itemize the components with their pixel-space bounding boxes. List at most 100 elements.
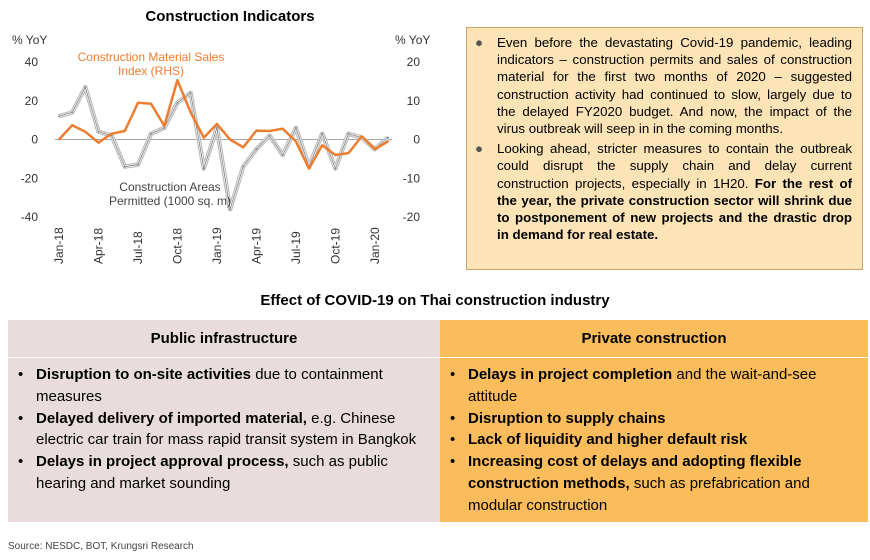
x-tick-label: Apr-19 — [249, 228, 263, 264]
right-tick-label: 20 — [407, 55, 421, 69]
x-tick-label: Jan-19 — [210, 227, 224, 264]
data-point — [294, 140, 297, 143]
commentary-paragraph-1: ● Even before the devastating Covid-19 pa… — [475, 35, 852, 137]
bullet-icon: • — [450, 366, 456, 383]
data-point — [281, 154, 284, 156]
data-point — [176, 79, 179, 82]
left-tick-label: -40 — [21, 210, 39, 224]
data-point — [58, 138, 60, 141]
data-point — [202, 136, 205, 139]
data-point — [176, 101, 179, 104]
right-tick-label: -20 — [403, 210, 421, 224]
data-point — [189, 92, 192, 94]
left-tick-label: 40 — [25, 55, 39, 69]
data-point — [71, 111, 74, 114]
bullet-icon: • — [450, 409, 456, 427]
data-point — [334, 167, 337, 170]
data-point — [242, 146, 245, 149]
data-point — [294, 126, 297, 129]
data-point — [84, 130, 87, 133]
data-point — [216, 126, 218, 129]
data-point — [268, 130, 271, 132]
construction-indicators-chart: % YoY % YoY 40 20 0 -20 -40 20 10 0 -10 -20 Jan-18… — [12, 33, 430, 264]
section-title: Effect of COVID-19 on Thai construction … — [260, 292, 610, 309]
data-point — [308, 167, 310, 170]
orange-series-label-line1: Construction Material Sales — [78, 50, 225, 64]
bullet-icon: • — [450, 453, 456, 471]
left-tick-label: 20 — [25, 94, 39, 108]
orange-series-label-line2: Index (RHS) — [118, 64, 184, 78]
x-tick-label: Oct-19 — [328, 228, 342, 264]
data-point — [347, 152, 350, 154]
data-point — [321, 144, 324, 147]
left-list-item: • Delayed delivery of imported material, … — [18, 409, 417, 449]
data-point — [216, 123, 218, 125]
chart-title: Construction Indicators — [145, 8, 315, 25]
gray-series-label-line1: Construction Areas — [119, 180, 220, 194]
data-point — [387, 140, 389, 143]
right-tick-label: 0 — [413, 133, 420, 147]
public-infrastructure-column: Public infrastructure • Disruption to on-… — [8, 320, 440, 522]
data-point — [321, 132, 324, 135]
right-list-item: • Increasing cost of delays and adopting … — [450, 453, 810, 514]
x-tick-label: Apr-18 — [91, 228, 105, 264]
right-list-item: • Disruption to supply chains — [450, 408, 858, 430]
data-point — [71, 124, 74, 127]
data-point — [202, 167, 205, 170]
x-tick-label: Jan-20 — [368, 227, 382, 264]
data-point — [150, 102, 153, 105]
right-tick-label: -10 — [403, 171, 421, 185]
private-construction-column: Private construction • Delays in project … — [440, 320, 868, 522]
bullet-icon: ● — [475, 141, 484, 157]
left-list-item: • Disruption to on-site activities due to… — [18, 366, 383, 405]
series-line-permitted-areas — [58, 86, 389, 210]
data-point — [242, 165, 245, 168]
commentary-box: ● Even before the devastating Covid-19 pa… — [466, 27, 863, 270]
data-point — [229, 208, 231, 211]
left-tick-label: -20 — [21, 171, 39, 185]
bullet-icon: • — [18, 409, 24, 427]
data-point — [268, 134, 271, 137]
data-point — [163, 126, 166, 129]
data-point — [110, 132, 113, 135]
left-axis-label: % YoY — [12, 33, 47, 47]
x-tick-label: Jul-18 — [131, 231, 145, 264]
data-point — [123, 165, 126, 168]
series-outline — [58, 84, 390, 212]
data-point — [281, 127, 284, 130]
data-point — [373, 148, 376, 151]
data-point — [137, 101, 139, 104]
data-point — [255, 148, 258, 151]
bullet-icon: • — [18, 366, 24, 383]
x-tick-label: Jul-19 — [289, 231, 303, 264]
right-list-item: • Lack of liquidity and higher default ri… — [450, 429, 858, 451]
left-list-item: • Delays in project approval process, suc… — [18, 453, 388, 492]
commentary-paragraph-2: ● Looking ahead, stricter measures to con… — [475, 141, 853, 243]
data-point — [97, 141, 100, 144]
x-tick-label: Oct-18 — [170, 228, 184, 264]
bullet-icon: ● — [475, 35, 484, 50]
data-point — [255, 129, 258, 132]
data-point — [387, 136, 389, 139]
x-tick-label: Jan-18 — [52, 227, 66, 264]
bullet-icon: • — [450, 431, 456, 449]
data-point — [58, 115, 60, 118]
data-point — [97, 130, 100, 133]
public-infrastructure-list: • Disruption to on-site activities due to… — [8, 358, 440, 495]
data-point — [229, 138, 231, 141]
private-construction-list: • Delays in project completion and the wa… — [440, 358, 868, 517]
bullet-icon: • — [18, 453, 24, 471]
public-infrastructure-header: Public infrastructure — [8, 320, 440, 358]
right-tick-label: 10 — [407, 94, 421, 108]
data-point — [84, 86, 87, 89]
right-axis-label: % YoY — [395, 33, 430, 47]
data-point — [123, 130, 126, 132]
data-point — [347, 132, 350, 135]
data-point — [334, 154, 337, 156]
private-construction-header: Private construction — [440, 320, 868, 358]
right-list-item: • Delays in project completion and the wa… — [450, 366, 817, 405]
data-point — [137, 163, 139, 166]
data-point — [150, 132, 153, 135]
series-line-material-sales — [58, 78, 389, 170]
left-tick-label: 0 — [31, 133, 38, 147]
